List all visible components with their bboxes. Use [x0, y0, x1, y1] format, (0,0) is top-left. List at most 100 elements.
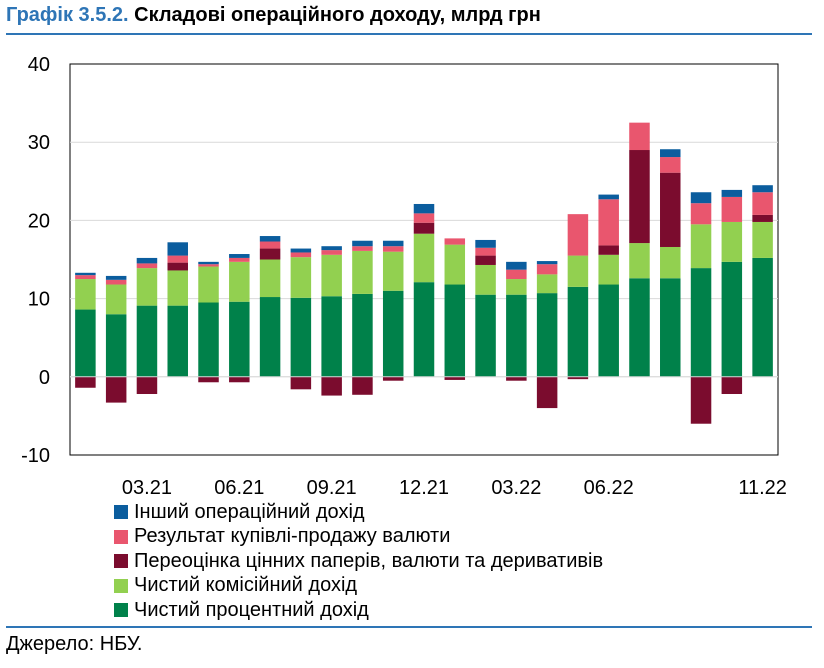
legend-label-revaluation: Переоцінка цінних паперів, валюти та дер… — [134, 549, 604, 572]
bar-revaluation — [567, 376, 589, 380]
bar-revaluation — [721, 376, 743, 395]
bar-fx-trading — [629, 122, 650, 151]
legend-item: Інший операційний дохід — [114, 500, 603, 525]
bar-fx-trading — [475, 247, 496, 256]
x-tick-label: 12.21 — [399, 477, 449, 499]
bar-interest-income — [598, 284, 619, 377]
bar-interest-income — [105, 314, 127, 377]
bar-other-income — [382, 240, 404, 247]
legend-swatch-other — [114, 505, 128, 520]
bar-revaluation — [690, 376, 712, 424]
legend-item: Переоцінка цінних паперів, валюти та дер… — [114, 549, 603, 574]
bar-interest-income — [75, 309, 96, 377]
bar-interest-income — [444, 284, 466, 377]
x-tick-label: 06.21 — [214, 477, 264, 499]
bar-fx-trading — [290, 252, 312, 258]
bar-other-income — [167, 242, 188, 256]
bar-revaluation — [629, 150, 650, 244]
bar-interest-income — [752, 257, 773, 377]
bar-other-income — [198, 261, 219, 265]
bar-fx-trading — [105, 279, 127, 285]
y-tick-label: 20 — [28, 210, 50, 232]
bar-fx-trading — [660, 157, 681, 173]
y-tick-label: 40 — [28, 54, 50, 76]
legend-label-other: Інший операційний дохід — [134, 500, 365, 523]
bar-commission-income — [167, 270, 188, 306]
bar-commission-income — [629, 243, 650, 279]
bar-commission-income — [198, 266, 219, 303]
bar-interest-income — [229, 301, 250, 377]
bar-interest-income — [259, 297, 281, 377]
bar-fx-trading — [536, 264, 558, 275]
chart-title: Графік 3.5.2. Складові операційного дохо… — [6, 4, 541, 27]
bar-commission-income — [752, 221, 773, 258]
legend-swatch-interest — [114, 603, 128, 618]
bar-other-income — [752, 185, 773, 193]
bar-other-income — [352, 240, 373, 247]
top-rule — [6, 33, 812, 35]
bar-other-income — [475, 239, 496, 248]
y-tick-label: -10 — [21, 445, 50, 467]
y-tick-label: 30 — [28, 132, 50, 154]
source-note: Джерело: НБУ. — [6, 633, 143, 655]
bar-revaluation — [444, 376, 466, 380]
bar-other-income — [690, 192, 712, 204]
x-tick-label: 03.22 — [491, 477, 541, 499]
legend-swatch-revaluation — [114, 554, 128, 569]
bar-commission-income — [721, 221, 743, 262]
bar-fx-trading — [229, 257, 250, 262]
bar-revaluation — [475, 255, 496, 265]
bar-fx-trading — [321, 250, 342, 255]
bar-commission-income — [105, 284, 127, 315]
bar-commission-income — [382, 251, 404, 291]
y-tick-label: 10 — [28, 289, 50, 311]
bar-other-income — [259, 236, 281, 242]
bar-interest-income — [413, 282, 435, 377]
x-tick-label: 11.22 — [738, 477, 787, 499]
y-tick-label: 0 — [39, 367, 50, 389]
bar-interest-income — [352, 293, 373, 377]
bar-commission-income — [598, 254, 619, 285]
bar-interest-income — [721, 261, 743, 377]
bar-interest-income — [629, 278, 650, 377]
legend-label-fx-trading: Результат купівлі-продажу валюти — [134, 525, 451, 548]
bar-commission-income — [259, 259, 281, 298]
bar-interest-income — [321, 296, 342, 377]
bar-other-income — [660, 149, 681, 158]
bar-fx-trading — [444, 238, 466, 245]
bar-commission-income — [536, 274, 558, 294]
bar-revaluation — [321, 376, 342, 396]
bar-interest-income — [290, 297, 312, 377]
bar-commission-income — [475, 264, 496, 295]
bar-commission-income — [506, 279, 527, 295]
legend-label-interest: Чистий процентний дохід — [134, 598, 369, 621]
stacked-bar-chart: -10 0 10 20 30 40 03.21 06.21 09.21 12.21 03.22 06.… — [21, 54, 787, 499]
bar-other-income — [721, 189, 743, 197]
bar-revaluation — [136, 376, 158, 395]
bar-other-income — [75, 272, 96, 276]
bar-interest-income — [536, 293, 558, 377]
bar-interest-income — [136, 305, 158, 377]
legend-item: Результат купівлі-продажу валюти — [114, 525, 603, 550]
bar-revaluation — [198, 376, 219, 383]
legend-item: Чистий комісійний дохід — [114, 574, 603, 599]
bar-commission-income — [413, 233, 435, 283]
bar-fx-trading — [690, 203, 712, 225]
bar-commission-income — [321, 254, 342, 297]
bar-other-income — [536, 261, 558, 265]
bar-revaluation — [413, 222, 435, 234]
legend: Інший операційний дохід Результат купівл… — [114, 500, 603, 623]
bar-other-income — [506, 261, 527, 270]
bar-revaluation — [290, 376, 312, 390]
bar-other-income — [105, 275, 127, 280]
bottom-rule — [6, 626, 812, 628]
bar-revaluation — [752, 214, 773, 222]
bar-interest-income — [660, 278, 681, 377]
legend-label-commission: Чистий комісійний дохід — [134, 574, 358, 597]
bar-other-income — [321, 246, 342, 251]
bar-commission-income — [352, 250, 373, 294]
bar-revaluation — [536, 376, 558, 409]
bar-fx-trading — [506, 269, 527, 280]
bar-fx-trading — [75, 275, 96, 280]
bar-commission-income — [567, 255, 589, 287]
